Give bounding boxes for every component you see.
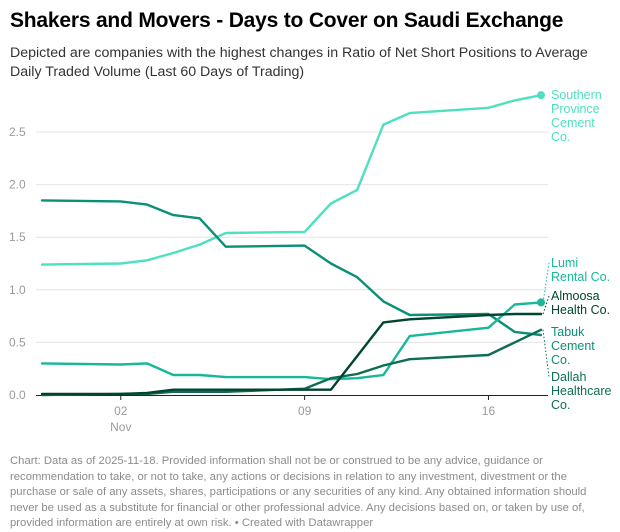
series-label-dallah-healthcare-co: Dallah Healthcare Co. — [551, 370, 611, 412]
chart-title: Shakers and Movers - Days to Cover on Sa… — [10, 9, 564, 32]
leader-line-dallah-healthcare-co — [542, 329, 550, 378]
label-leader-lines — [542, 262, 550, 378]
x-tick-label: 09 — [298, 404, 312, 418]
end-point-dot-southern-province-cement-co — [537, 91, 545, 100]
x-tick-label: 16 — [482, 404, 496, 418]
y-tick-label: 1.5 — [9, 230, 26, 244]
series-line-lumi-rental-co — [40, 301, 543, 381]
series-label-line: Co. — [551, 353, 570, 367]
series-labels: Southern Province Cement Co.Tabuk Cement Co.L… — [551, 88, 611, 412]
x-tick-sublabel: Nov — [110, 420, 131, 434]
x-axis: 02 Nov 09 16 — [36, 395, 548, 434]
series-label-line: Lumi — [551, 256, 578, 270]
series-label-line: Cement — [551, 116, 595, 130]
x-tick-label: 02 — [114, 404, 128, 418]
series-label-line: Co. — [551, 130, 570, 144]
line-chart: 0.0 0.5 1.0 1.5 2.0 2.5 02 Nov 09 16 Southern Pro… — [9, 88, 611, 434]
y-tick-label: 0.5 — [9, 335, 26, 349]
leader-line-lumi-rental-co — [542, 262, 550, 303]
y-tick-label: 2.5 — [9, 125, 26, 139]
series-label-almoosa-health-co: Almoosa Health Co. — [551, 289, 610, 317]
series-label-line: Almoosa — [551, 289, 600, 303]
chart-footer-note: Chart: Data as of 2025-11-18. Provided i… — [10, 455, 587, 530]
series-lines — [40, 91, 545, 397]
series-line-dallah-healthcare-co — [40, 328, 543, 397]
series-label-line: Co. — [551, 398, 570, 412]
gridlines — [36, 131, 548, 343]
series-label-line: Tabuk — [551, 325, 585, 339]
end-point-dot-lumi-rental-co — [537, 298, 545, 307]
series-line-tabuk-cement-co — [40, 199, 543, 337]
y-tick-label: 1.0 — [9, 283, 26, 297]
series-label-line: Southern — [551, 88, 602, 102]
series-line-southern-province-cement-co — [40, 93, 543, 266]
series-label-line: Rental Co. — [551, 270, 610, 284]
series-label-southern-province-cement-co: Southern Province Cement Co. — [551, 88, 602, 144]
y-axis-ticks: 0.0 0.5 1.0 1.5 2.0 2.5 — [9, 125, 26, 402]
series-label-line: Province — [551, 102, 600, 116]
series-label-line: Health Co. — [551, 303, 610, 317]
y-tick-label: 2.0 — [9, 178, 26, 192]
series-line-almoosa-health-co — [40, 312, 543, 396]
y-tick-label: 0.0 — [9, 388, 26, 402]
chart-subtitle: Depicted are companies with the highest … — [10, 45, 588, 80]
series-label-line: Cement — [551, 339, 595, 353]
series-label-line: Healthcare — [551, 384, 611, 398]
series-label-lumi-rental-co: Lumi Rental Co. — [551, 256, 610, 284]
series-label-tabuk-cement-co: Tabuk Cement Co. — [551, 325, 595, 367]
series-label-line: Dallah — [551, 370, 586, 384]
